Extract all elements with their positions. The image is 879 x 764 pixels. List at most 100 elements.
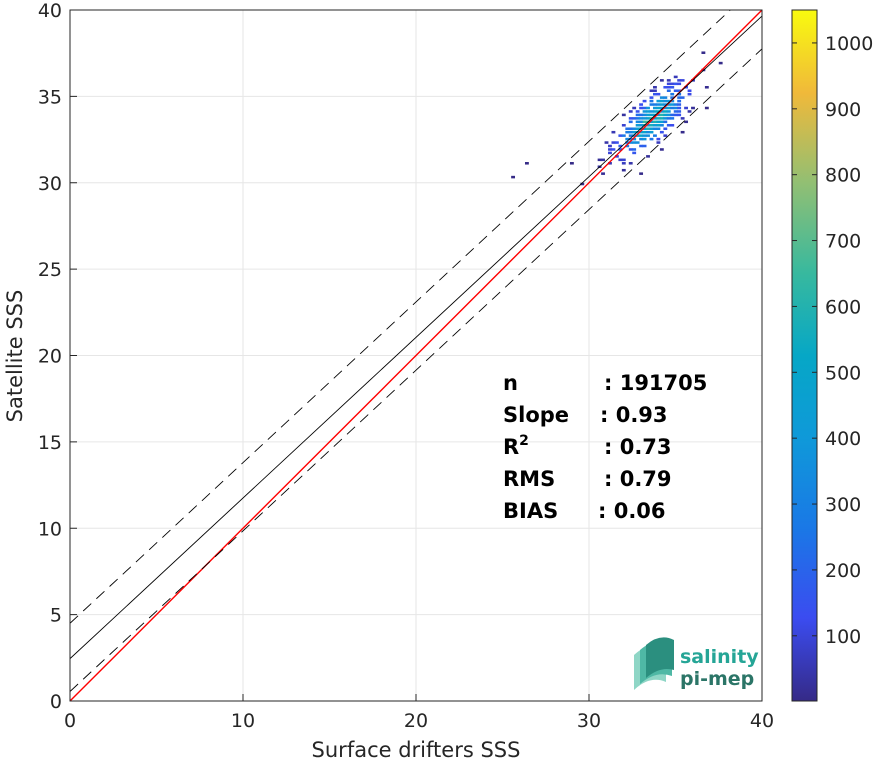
density-cell [680, 79, 685, 82]
density-cell [646, 130, 650, 134]
density-cell [625, 137, 630, 141]
density-cell [684, 120, 689, 124]
salinity-pi-mep-logo: salinity pi-mep [634, 637, 759, 690]
density-cell [670, 103, 675, 106]
density-cell [639, 130, 644, 134]
stat-key-rms: RMS [503, 467, 555, 491]
y-tick-label: 25 [38, 259, 62, 281]
density-cell [628, 148, 633, 151]
colorbar-gradient [791, 9, 818, 702]
density-cell [670, 82, 675, 86]
density-cell [663, 96, 668, 99]
logo-text-pi-mep: pi-mep [680, 668, 754, 690]
density-cell [673, 75, 678, 79]
density-cell [642, 127, 647, 130]
density-cell [666, 82, 671, 86]
wave-logo-icon [634, 637, 674, 690]
density-cell [635, 141, 640, 144]
y-tick-label: 30 [38, 173, 62, 195]
density-cell [639, 120, 644, 124]
colorbar-tick-label: 800 [825, 165, 861, 187]
density-cell [642, 106, 647, 110]
density-cell [642, 99, 647, 103]
density-cell [653, 92, 657, 96]
density-cell [646, 110, 650, 113]
density-cell [670, 106, 675, 110]
density-cell [642, 137, 647, 141]
density-cell [659, 79, 664, 82]
density-cell [632, 134, 637, 137]
density-cell [670, 96, 675, 99]
colorbar-tick-label: 600 [825, 296, 861, 318]
x-axis-ticks: 0 10 20 30 40 [64, 694, 774, 732]
density-cell [628, 127, 633, 130]
density-cell [659, 117, 664, 120]
density-cell [639, 124, 644, 127]
density-cell [673, 103, 678, 106]
density-cell [653, 89, 657, 92]
density-cell [659, 110, 664, 113]
y-tick-label: 35 [38, 86, 62, 108]
density-cell [718, 61, 723, 65]
density-cell [673, 110, 678, 113]
density-cell [684, 106, 689, 110]
density-cell [646, 113, 650, 117]
density-cell [628, 130, 633, 134]
density-cell [628, 134, 633, 137]
density-cell [656, 110, 661, 113]
density-cell [635, 130, 640, 134]
density-cell [666, 89, 671, 92]
density-cell [663, 86, 668, 89]
density-cell [608, 148, 612, 151]
density-cell [618, 148, 623, 151]
density-cell [511, 175, 516, 179]
density-cell [621, 124, 626, 127]
density-cell [653, 103, 657, 106]
density-cell [635, 110, 640, 113]
density-cell [628, 162, 633, 165]
density-cell [632, 151, 637, 155]
y-tick-label: 20 [38, 346, 62, 368]
density-cell [704, 86, 709, 89]
density-cell [635, 113, 640, 117]
density-cell [666, 79, 671, 82]
density-cell [632, 127, 637, 130]
density-cell [635, 124, 640, 127]
density-cell [659, 113, 664, 117]
density-cell [677, 92, 682, 96]
density-cell [632, 130, 637, 134]
density-cell [653, 127, 657, 130]
density-cell [601, 172, 605, 175]
density-cell [639, 172, 644, 175]
density-cell [659, 103, 664, 106]
stat-value-rms: : 0.79 [604, 467, 672, 491]
density-cell [649, 120, 654, 124]
density-cell [666, 86, 671, 89]
density-cell [656, 124, 661, 127]
x-tick-label: 10 [231, 710, 255, 732]
stat-value-n: : 191705 [604, 371, 707, 395]
density-cell [666, 124, 671, 127]
density-cell [704, 106, 709, 110]
y-tick-label: 10 [38, 518, 62, 540]
colorbar-tick-label: 400 [825, 428, 861, 450]
density-cell [646, 127, 650, 130]
colorbar-tick-label: 500 [825, 362, 861, 384]
density-cell [625, 127, 630, 130]
line-one-to-one [70, 10, 762, 701]
density-cell [621, 168, 626, 172]
density-cell [659, 124, 664, 127]
density-cell [611, 148, 616, 151]
density-cell [649, 113, 654, 117]
density-cell [663, 113, 668, 117]
density-cell [663, 106, 668, 110]
density-cell [659, 148, 664, 151]
density-cell [639, 117, 644, 120]
density-cell [646, 134, 650, 137]
density-cell [642, 144, 647, 148]
density-cell [632, 148, 637, 151]
density-cell [569, 162, 574, 165]
density-cell [656, 120, 661, 124]
density-cell [653, 86, 657, 89]
